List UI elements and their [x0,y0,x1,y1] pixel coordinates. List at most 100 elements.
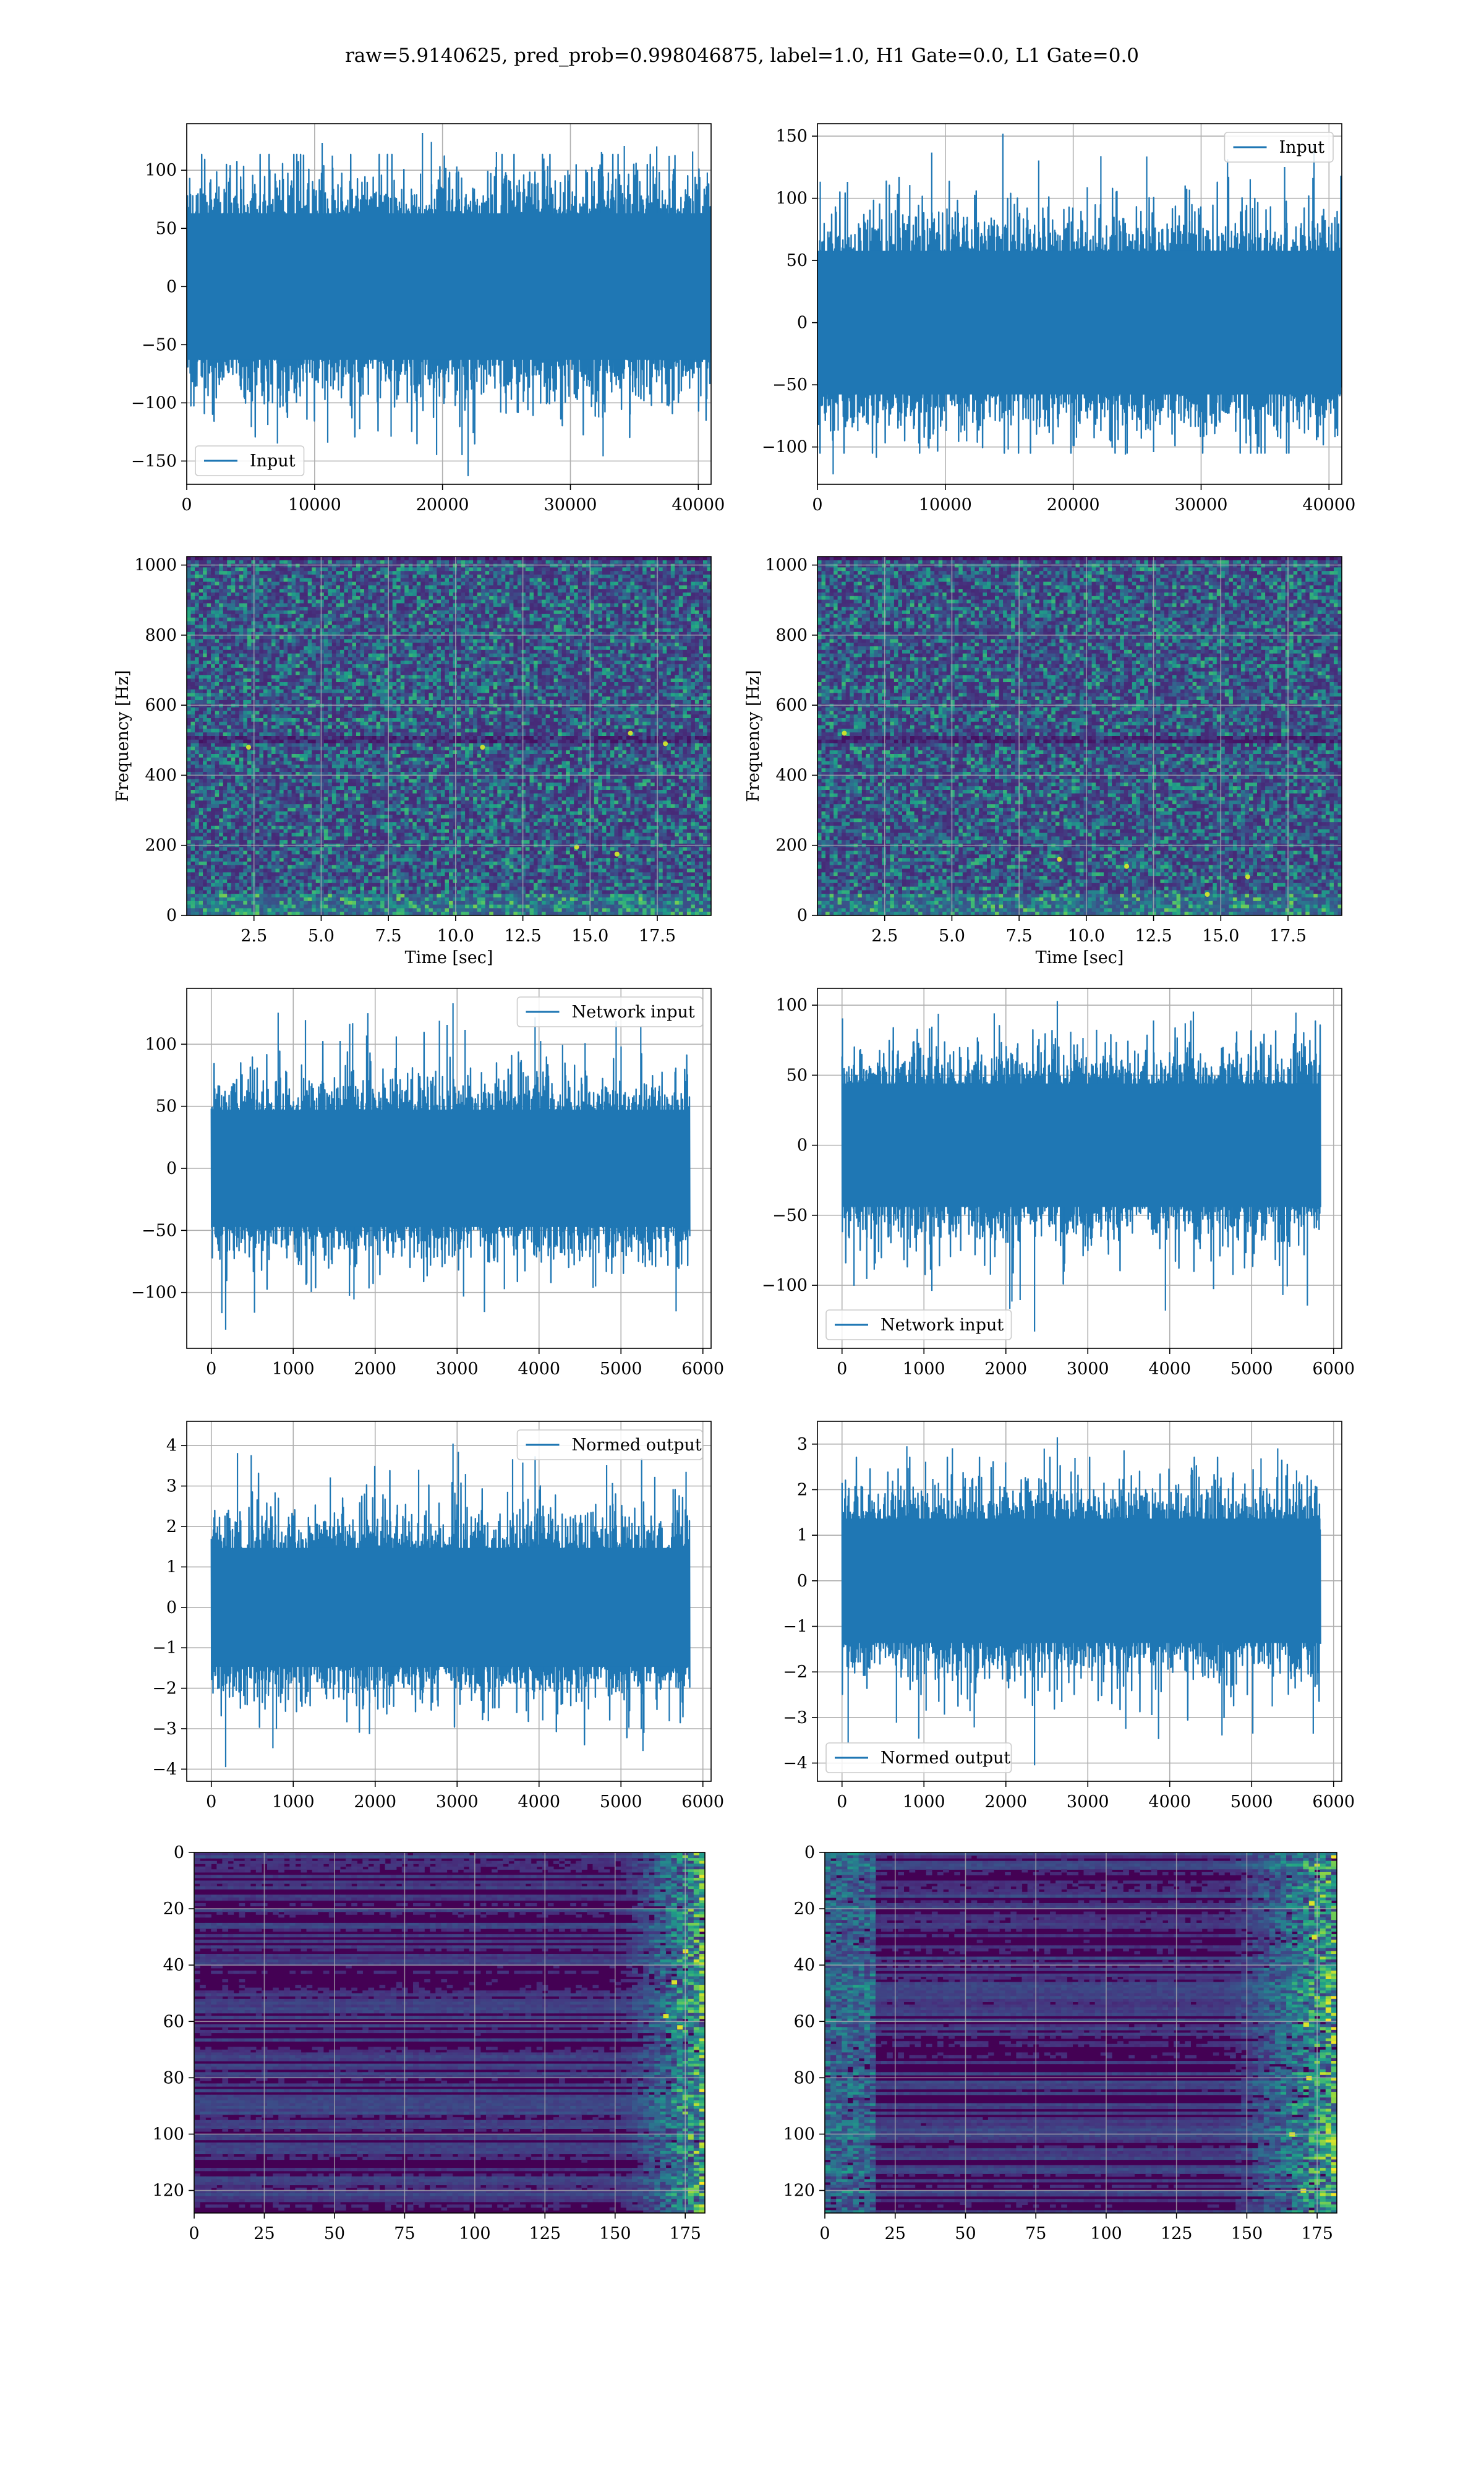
x-tick-label: 5000 [600,1792,642,1812]
series-group [817,134,1342,474]
x-tick-label: 10.0 [437,927,474,946]
subplot-r4c1: 0 1000 2000 3000 4000 5000 6000 −4 −3 −2 −1 0 1 2 3 4 No… [152,1421,724,1812]
legend-label: Input [250,452,296,471]
y-tick-label: −100 [762,1276,808,1295]
x-tick-label: 5000 [600,1359,642,1379]
y-tick-label: 3 [166,1477,177,1496]
ticks: 0 25 50 75 100 125 150 175 0 20 40 60 80 100 120 [783,1843,1333,2243]
x-tick-label: 0 [181,495,192,515]
legend-label: Network input [572,1003,695,1022]
y-tick-label: 0 [174,1843,184,1862]
y-tick-label: 800 [145,626,177,645]
legend-box [516,996,703,1027]
legend-box [516,1429,703,1460]
x-tick-label: 3000 [1067,1792,1109,1812]
ticks: 0 1000 2000 3000 4000 5000 6000 −4 −3 −2 −1 0 1 2 3 [783,1435,1355,1812]
legend-label: Normed output [572,1436,702,1455]
heatmap-hotspot [1057,857,1062,862]
x-tick-label: 7.5 [375,927,402,946]
heatmap-hotspot [663,741,668,747]
x-tick-label: 125 [1161,2224,1193,2243]
series-body [842,1083,1321,1207]
heatmap-hotspot [246,745,252,750]
heatmap-cells [187,557,711,915]
y-tick-label: 40 [794,1956,815,1975]
x-tick-label: 12.5 [505,927,542,946]
y-tick-label: 150 [775,127,808,146]
y-tick-label: 100 [775,189,808,208]
y-tick-label: −50 [772,375,808,395]
heatmap-hotspot [1311,1935,1318,1940]
subplot-r5c2: 0 25 50 75 100 125 150 175 0 20 40 60 80 100 120 [783,1843,1337,2243]
y-tick-label: 0 [797,1572,808,1591]
subplot-r2c2: 2.5 5.0 7.5 10.0 12.5 15.0 17.5 0 200 400 600 800 10… [744,556,1342,967]
y-tick-label: 0 [797,1136,808,1155]
ticks: 2.5 5.0 7.5 10.0 12.5 15.0 17.5 0 200 400 600 800 10… [134,556,676,946]
axes-frame [817,123,1342,485]
y-tick-label: 2 [797,1481,808,1500]
x-tick-label: 125 [529,2224,561,2243]
x-tick-label: 40000 [1302,495,1355,515]
y-tick-label: −100 [762,438,808,457]
axes-frame [824,1852,1337,2214]
y-tick-label: 120 [783,2181,815,2201]
y-tick-label: 40 [163,1956,184,1975]
x-tick-label: 0 [812,495,822,515]
legend: Input [195,445,305,476]
x-tick-label: 4000 [1148,1792,1191,1812]
x-axis-label: Time [sec] [405,948,493,967]
x-tick-label: 100 [459,2224,491,2243]
ticks: 0 1000 2000 3000 4000 5000 6000 −100 −50 0 50 100 [762,996,1355,1379]
y-tick-label: 4 [166,1436,177,1455]
heatmap-cells [817,557,1342,915]
legend: Normed output [516,1429,703,1460]
x-tick-label: 175 [669,2224,701,2243]
series-group [210,1443,691,1768]
axes-frame [194,1852,706,2214]
y-tick-label: −3 [152,1719,177,1739]
y-tick-label: 0 [804,1843,815,1862]
x-tick-label: 20000 [416,495,469,515]
y-tick-label: 600 [145,696,177,715]
x-tick-label: 0 [206,1359,216,1379]
y-tick-label: −1 [152,1638,177,1658]
x-tick-label: 2000 [984,1792,1027,1812]
legend: Input [1224,132,1334,163]
x-tick-label: 175 [1301,2224,1333,2243]
y-tick-label: 50 [156,219,177,238]
y-tick-label: 400 [775,766,808,785]
series-body [187,213,711,360]
subplot-r5c1: 0 25 50 75 100 125 150 175 0 20 40 60 80 100 120 [152,1843,706,2243]
y-tick-label: 200 [775,836,808,855]
x-tick-label: 6000 [1312,1792,1355,1812]
y-tick-label: 100 [145,1035,177,1054]
x-tick-label: 10000 [919,495,972,515]
legend-box [195,445,305,476]
ticks: 2.5 5.0 7.5 10.0 12.5 15.0 17.5 0 200 400 600 800 10… [765,556,1307,946]
y-tick-label: −4 [783,1754,808,1773]
series-body [817,250,1342,395]
legend-box [825,1309,1012,1340]
subplot-r3c2: 0 1000 2000 3000 4000 5000 6000 −100 −50 0 50 100 Ne… [762,988,1355,1379]
subplot-r4c2: 0 1000 2000 3000 4000 5000 6000 −4 −3 −2 −1 0 1 2 3 Nor… [783,1421,1355,1812]
x-tick-label: 20000 [1047,495,1100,515]
legend-label: Normed output [881,1748,1010,1768]
x-tick-label: 40000 [672,495,725,515]
y-tick-label: 120 [152,2181,184,2201]
x-tick-label: 1000 [903,1792,945,1812]
x-tick-label: 2.5 [241,927,267,946]
y-tick-label: 0 [797,906,808,925]
x-tick-label: 2000 [354,1792,396,1812]
heatmap-hotspot [842,730,847,736]
y-tick-label: −2 [152,1679,177,1698]
x-tick-label: 6000 [681,1359,724,1379]
heatmap-hotspot [614,851,620,857]
ticks: 0 25 50 75 100 125 150 175 0 20 40 60 80 100 120 [152,1843,701,2243]
x-tick-label: 15.0 [571,927,608,946]
x-tick-label: 3000 [436,1792,479,1812]
y-tick-label: 20 [163,1899,184,1919]
heatmap-hotspot [1124,863,1130,869]
x-tick-label: 4000 [518,1359,560,1379]
y-tick-label: 0 [166,1598,177,1617]
y-tick-label: 50 [156,1097,177,1116]
